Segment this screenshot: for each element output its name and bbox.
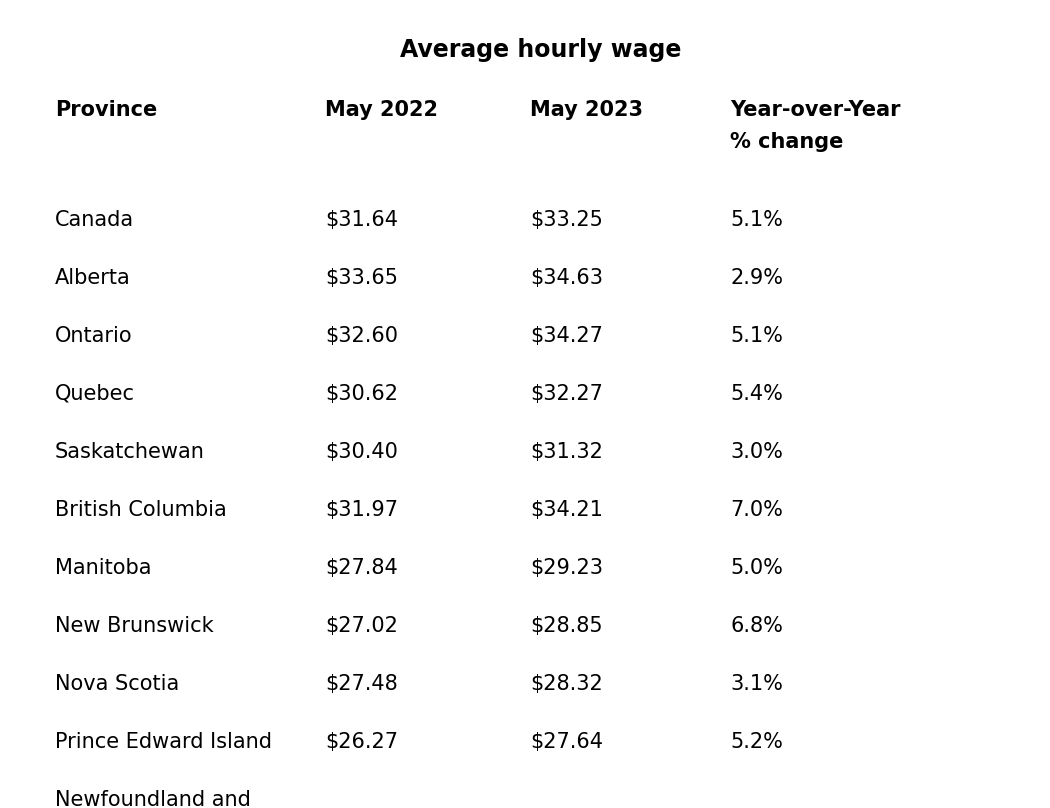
Text: $27.64: $27.64 [530,732,603,752]
Text: Manitoba: Manitoba [55,558,151,578]
Text: May 2022: May 2022 [326,100,438,120]
Text: New Brunswick: New Brunswick [55,616,213,636]
Text: $31.64: $31.64 [326,210,398,230]
Text: May 2023: May 2023 [530,100,643,120]
Text: Quebec: Quebec [55,384,135,404]
Text: $31.97: $31.97 [326,500,398,520]
Text: $27.02: $27.02 [326,616,398,636]
Text: $34.27: $34.27 [530,326,603,346]
Text: Average hourly wage: Average hourly wage [400,38,681,62]
Text: $30.40: $30.40 [326,442,398,462]
Text: $28.32: $28.32 [530,674,603,694]
Text: $32.27: $32.27 [530,384,603,404]
Text: Province: Province [55,100,158,120]
Text: $28.85: $28.85 [530,616,603,636]
Text: $34.21: $34.21 [530,500,603,520]
Text: 5.4%: 5.4% [730,384,783,404]
Text: 3.0%: 3.0% [730,442,783,462]
Text: $26.27: $26.27 [326,732,398,752]
Text: Prince Edward Island: Prince Edward Island [55,732,272,752]
Text: British Columbia: British Columbia [55,500,227,520]
Text: 6.8%: 6.8% [730,616,783,636]
Text: $33.65: $33.65 [326,268,398,288]
Text: 5.2%: 5.2% [730,732,783,752]
Text: % change: % change [730,132,843,152]
Text: $27.48: $27.48 [326,674,398,694]
Text: Year-over-Year: Year-over-Year [730,100,901,120]
Text: Ontario: Ontario [55,326,132,346]
Text: $33.25: $33.25 [530,210,603,230]
Text: 3.1%: 3.1% [730,674,783,694]
Text: 7.0%: 7.0% [730,500,783,520]
Text: $27.84: $27.84 [326,558,398,578]
Text: Alberta: Alberta [55,268,131,288]
Text: Saskatchewan: Saskatchewan [55,442,205,462]
Text: $30.62: $30.62 [326,384,398,404]
Text: 5.0%: 5.0% [730,558,783,578]
Text: $34.63: $34.63 [530,268,603,288]
Text: Newfoundland and: Newfoundland and [55,790,251,808]
Text: Canada: Canada [55,210,134,230]
Text: $32.60: $32.60 [326,326,398,346]
Text: Nova Scotia: Nova Scotia [55,674,180,694]
Text: 2.9%: 2.9% [730,268,783,288]
Text: $29.23: $29.23 [530,558,603,578]
Text: $31.32: $31.32 [530,442,603,462]
Text: 5.1%: 5.1% [730,210,783,230]
Text: 5.1%: 5.1% [730,326,783,346]
